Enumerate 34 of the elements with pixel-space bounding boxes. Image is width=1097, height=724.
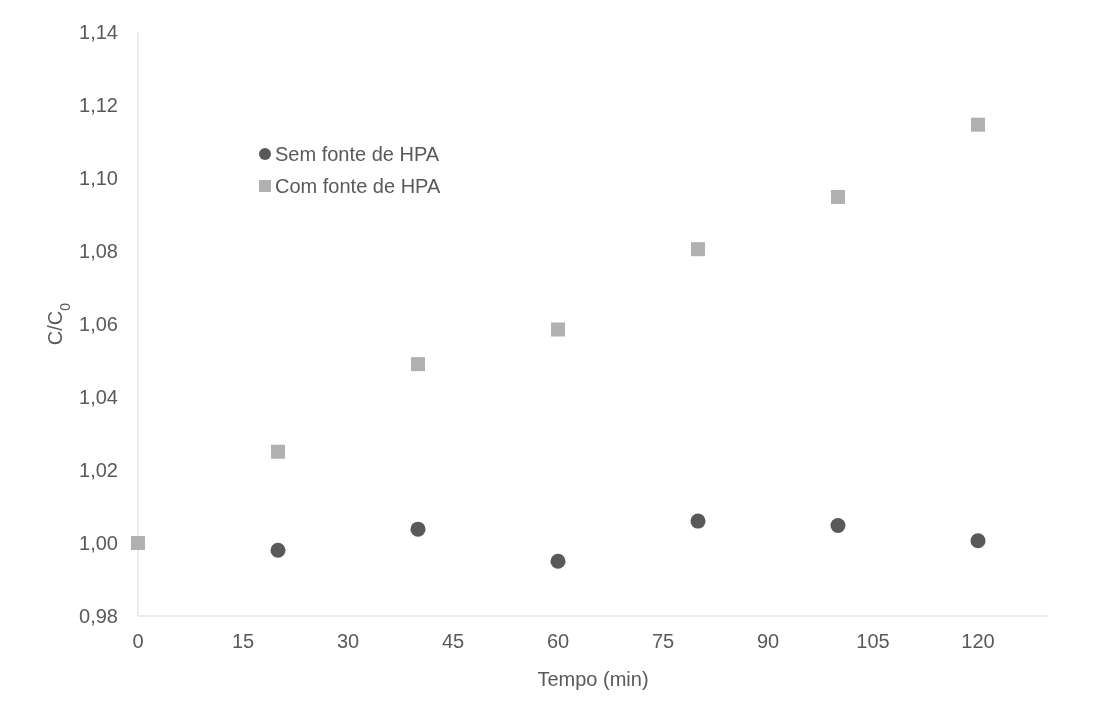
- legend-label: Com fonte de HPA: [275, 174, 441, 198]
- y-tick-label: 1,00: [79, 532, 118, 555]
- x-tick-label: 15: [231, 630, 255, 653]
- x-tick-label: 90: [756, 630, 780, 653]
- point: [271, 444, 285, 459]
- point: [830, 517, 846, 533]
- x-tick-label: 0: [132, 630, 144, 653]
- y-tick-label: 1,12: [79, 94, 118, 117]
- y-tick-label: 1,02: [79, 459, 118, 482]
- y-tick-label: 1,06: [79, 313, 118, 336]
- x-tick-label: 45: [441, 630, 465, 653]
- point: [971, 117, 985, 132]
- point: [970, 533, 986, 549]
- x-axis-title: Tempo (min): [537, 668, 649, 690]
- point: [831, 189, 845, 204]
- x-tick-label: 75: [651, 630, 675, 653]
- point: [131, 536, 145, 550]
- point: [411, 357, 425, 372]
- point: [551, 322, 565, 337]
- point: [691, 242, 705, 257]
- y-tick-label: 1,08: [79, 240, 118, 263]
- point: [690, 513, 706, 529]
- legend-label: Sem fonte de HPA: [275, 142, 440, 166]
- y-tick-label: 1,14: [79, 21, 118, 44]
- y-tick-label: 0,98: [79, 605, 118, 628]
- x-tick-label: 105: [856, 630, 890, 653]
- point: [410, 521, 426, 537]
- x-tick-label: 60: [546, 630, 570, 653]
- point: [550, 553, 566, 569]
- y-tick-label: 1,04: [79, 386, 118, 409]
- point: [270, 542, 286, 558]
- y-tick-label: 1,10: [79, 167, 118, 190]
- x-tick-label: 30: [336, 630, 360, 653]
- x-tick-label: 120: [961, 630, 995, 653]
